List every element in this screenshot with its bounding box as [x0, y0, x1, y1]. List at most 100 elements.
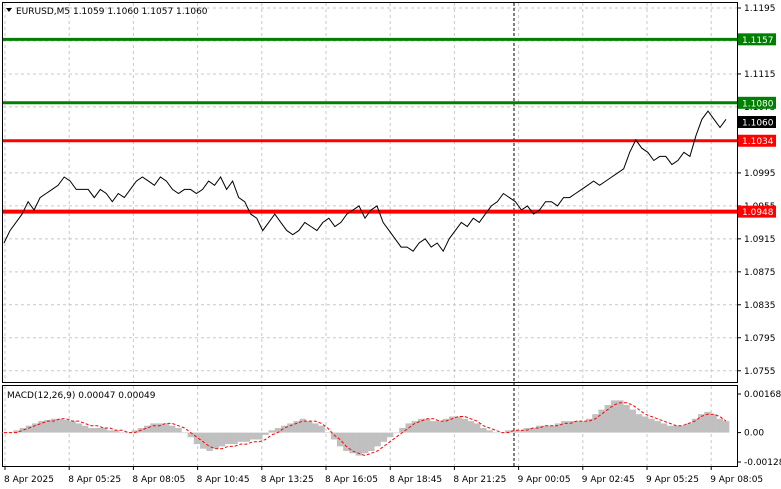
- macd-bar: [81, 425, 89, 433]
- x-tick-label: 8 Apr 10:45: [197, 475, 250, 485]
- macd-bar: [156, 423, 163, 433]
- level-tag-label: 1.1080: [742, 99, 774, 109]
- y-tick-label: 1.1195: [744, 4, 776, 14]
- macd-bar: [529, 428, 537, 433]
- macd-bar: [299, 418, 307, 433]
- macd-bar: [162, 423, 170, 433]
- x-tick-label: 9 Apr 02:45: [582, 475, 635, 485]
- y-tick-label: 1.0835: [744, 301, 776, 311]
- price-grid: [3, 3, 737, 382]
- macd-bar: [287, 423, 294, 433]
- macd-bar: [598, 409, 605, 433]
- macd-bar: [517, 430, 524, 433]
- macd-signal-line: [4, 402, 727, 457]
- macd-bar: [399, 428, 406, 433]
- macd-bar: [330, 432, 338, 440]
- macd-bar: [561, 421, 568, 433]
- current-price-tag-bg: [738, 116, 776, 128]
- level-tag-label: 1.1034: [742, 137, 774, 147]
- macd-bar: [542, 425, 549, 433]
- macd-y-tick-label: 0.00168: [744, 390, 781, 400]
- level-tag-bg: [738, 205, 776, 218]
- macd-bar: [617, 400, 624, 433]
- macd-bar: [262, 432, 269, 435]
- macd-bar: [50, 418, 58, 433]
- x-tick-label: 8 Apr 05:25: [68, 475, 121, 485]
- macd-bar: [722, 421, 730, 433]
- macd-bar: [112, 430, 120, 433]
- x-tick-label: 8 Apr 18:45: [389, 475, 442, 485]
- macd-bar: [461, 418, 468, 433]
- macd-bar: [368, 432, 375, 451]
- macd-bar: [586, 418, 593, 433]
- macd-bar: [355, 432, 363, 456]
- macd-bar: [237, 432, 244, 442]
- macd-bar: [411, 421, 419, 433]
- time-axis: 8 Apr 2025 8 Apr 05:25 8 Apr 08:05 8 Apr 10…: [4, 466, 763, 485]
- x-tick-label: 8 Apr 08:05: [132, 475, 185, 485]
- macd-bar: [268, 430, 275, 433]
- macd-bar: [380, 432, 388, 442]
- macd-bar: [623, 405, 630, 433]
- price-panel-frame: [2, 2, 738, 383]
- macd-bar: [187, 432, 195, 438]
- macd-bar: [579, 421, 587, 433]
- x-tick-label: 9 Apr 00:05: [518, 475, 571, 485]
- macd-bar: [13, 430, 20, 433]
- macd-bar: [44, 420, 51, 433]
- macd-bar: [25, 425, 33, 433]
- macd-bar: [654, 421, 661, 433]
- macd-bar: [318, 425, 325, 433]
- macd-bar: [629, 409, 636, 433]
- macd-bar: [386, 432, 394, 438]
- macd-bar: [554, 423, 562, 433]
- y-tick-label: 1.0755: [744, 367, 776, 377]
- macd-bar: [455, 416, 462, 433]
- macd-bar: [424, 418, 431, 433]
- macd-bar: [38, 421, 45, 433]
- macd-bar: [492, 432, 500, 434]
- x-tick-label: 9 Apr 08:05: [710, 475, 763, 485]
- y-tick-label: 1.1115: [744, 70, 776, 80]
- macd-bar: [69, 421, 76, 433]
- macd-bar: [312, 423, 319, 433]
- macd-bar: [63, 420, 70, 433]
- macd-bar: [511, 430, 518, 433]
- macd-bar: [710, 414, 717, 433]
- macd-bar: [32, 423, 39, 433]
- macd-bar: [449, 416, 456, 433]
- macd-bar: [592, 414, 599, 433]
- y-tick-label: 1.0875: [744, 268, 776, 278]
- x-tick-label: 9 Apr 05:25: [646, 475, 699, 485]
- macd-bar: [243, 432, 251, 442]
- macd-bar: [231, 432, 238, 445]
- macd-bar: [430, 421, 437, 433]
- macd-bar: [125, 432, 132, 434]
- level-tag-bg: [738, 134, 776, 147]
- macd-bar: [212, 432, 219, 449]
- macd-grid: [4, 386, 712, 466]
- macd-bar: [610, 400, 618, 433]
- macd-bar: [436, 421, 444, 433]
- macd-bar: [673, 425, 680, 433]
- macd-bar: [175, 428, 182, 433]
- current-price-tag: 1.1060: [742, 119, 774, 129]
- y-tick-label: 1.0915: [744, 235, 776, 245]
- macd-bar: [417, 418, 425, 433]
- macd-bar: [200, 432, 207, 449]
- macd-bar: [648, 418, 655, 433]
- macd-header: MACD(12,26,9) 0.00047 0.00049: [7, 391, 156, 401]
- macd-bar: [324, 432, 331, 434]
- macd-bar: [480, 428, 487, 433]
- macd-bar: [698, 414, 705, 433]
- x-tick-label: 8 Apr 16:05: [325, 475, 378, 485]
- symbol-dropdown-icon[interactable]: [6, 8, 12, 12]
- macd-bar: [218, 432, 226, 447]
- macd-bar: [393, 432, 400, 434]
- macd-bar: [660, 423, 668, 433]
- macd-bar: [249, 432, 257, 440]
- macd-bar: [293, 421, 300, 433]
- macd-bar: [505, 430, 512, 433]
- macd-bar: [635, 414, 643, 433]
